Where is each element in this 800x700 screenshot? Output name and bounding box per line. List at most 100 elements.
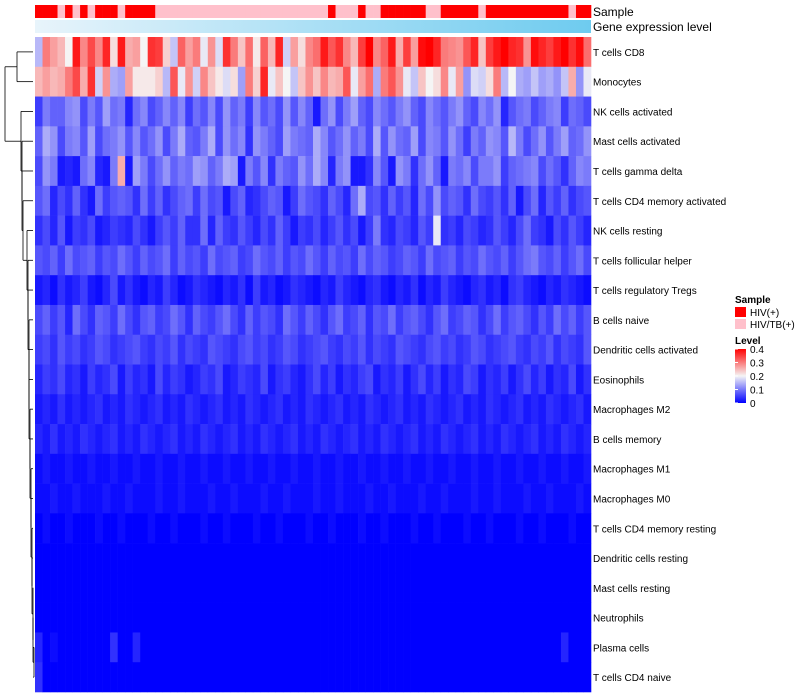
heatmap-cell xyxy=(380,424,389,455)
heatmap-cell xyxy=(568,215,577,246)
heatmap-cell xyxy=(35,245,43,276)
heatmap-cell xyxy=(170,66,179,97)
heatmap-cell xyxy=(155,156,164,187)
heatmap-cell xyxy=(545,156,554,187)
heatmap-cell xyxy=(42,453,51,484)
heatmap-cell xyxy=(95,126,103,157)
heatmap-cell xyxy=(252,275,261,306)
heatmap-cell xyxy=(433,185,442,216)
sample-annotation-cell xyxy=(350,5,359,18)
heatmap-cell xyxy=(245,215,254,246)
heatmap-cell xyxy=(530,602,539,633)
heatmap-cell xyxy=(575,37,584,68)
heatmap-cell xyxy=(260,185,269,216)
heatmap-cell xyxy=(65,245,73,276)
heatmap-cell xyxy=(237,215,246,246)
heatmap-cell xyxy=(463,66,472,97)
heatmap-cell xyxy=(583,245,592,276)
heatmap-cell xyxy=(170,156,179,187)
heatmap-cell xyxy=(568,126,577,157)
heatmap-cell xyxy=(35,96,43,127)
heatmap-cell xyxy=(410,304,419,336)
heatmap-cell xyxy=(478,483,487,514)
heatmap-cell xyxy=(410,364,419,395)
sample-annotation-cell xyxy=(530,5,539,18)
heatmap-cell xyxy=(343,572,351,603)
heatmap-cell xyxy=(485,602,494,633)
heatmap-cell xyxy=(380,543,389,574)
heatmap-cell xyxy=(515,424,524,455)
heatmap-cell xyxy=(403,156,411,187)
heatmap-cell xyxy=(365,66,374,97)
heatmap-cell xyxy=(365,364,374,395)
heatmap-cell xyxy=(568,334,577,365)
heatmap-cell xyxy=(290,424,299,455)
heatmap-cell xyxy=(267,37,276,68)
heatmap-cell xyxy=(343,156,351,187)
heatmap-cell xyxy=(50,662,58,693)
heatmap-cell xyxy=(252,215,261,246)
heatmap-cell xyxy=(545,215,554,246)
heatmap-cell xyxy=(162,245,171,276)
heatmap-cell xyxy=(328,453,336,484)
heatmap-cell xyxy=(95,543,103,574)
heatmap-cell xyxy=(207,513,216,544)
heatmap-cell xyxy=(252,513,261,544)
heatmap-cell xyxy=(252,304,261,336)
heatmap-cell xyxy=(275,572,284,603)
heatmap-cell xyxy=(207,394,216,425)
sample-annotation-cell xyxy=(508,5,517,18)
heatmap-cell xyxy=(110,275,118,306)
heatmap-cell xyxy=(560,662,569,693)
heatmap-cell xyxy=(245,37,254,68)
heatmap-cell xyxy=(185,483,194,514)
heatmap-cell xyxy=(35,304,43,336)
heatmap-cell xyxy=(110,364,118,395)
heatmap-cell xyxy=(215,364,224,395)
heatmap-cell xyxy=(170,245,179,276)
heatmap-cell xyxy=(200,662,209,693)
heatmap-cell xyxy=(575,334,584,365)
heatmap-cell xyxy=(500,483,509,514)
heatmap-cell xyxy=(260,275,269,306)
heatmap-cell xyxy=(350,156,359,187)
heatmap-cell xyxy=(170,275,179,306)
heatmap-cell xyxy=(245,334,254,365)
heatmap-cell xyxy=(485,37,494,68)
heatmap-cell xyxy=(485,245,494,276)
sample-annotation-bar xyxy=(35,5,592,18)
heatmap-cell xyxy=(470,334,479,365)
heatmap-cell xyxy=(297,662,306,693)
heatmap-cell xyxy=(373,245,381,276)
heatmap-cell xyxy=(583,632,592,663)
heatmap-cell xyxy=(282,394,291,425)
heatmap-cell xyxy=(395,632,404,663)
heatmap-cell xyxy=(365,245,374,276)
heatmap-cell xyxy=(313,156,321,187)
heatmap-cell xyxy=(388,66,396,97)
heatmap-cell xyxy=(147,483,156,514)
heatmap-cell xyxy=(117,215,126,246)
heatmap-cell xyxy=(50,185,58,216)
heatmap-cell xyxy=(207,215,216,246)
heatmap-cell xyxy=(177,424,186,455)
heatmap-cell xyxy=(177,513,186,544)
heatmap-cell xyxy=(455,572,464,603)
heatmap-cell xyxy=(343,215,351,246)
heatmap-cell xyxy=(267,424,276,455)
heatmap-cell xyxy=(87,543,96,574)
heatmap-cell xyxy=(320,543,329,574)
heatmap-cell xyxy=(297,334,306,365)
heatmap-cell xyxy=(237,453,246,484)
heatmap-cell xyxy=(350,185,359,216)
heatmap-cell xyxy=(155,632,164,663)
heatmap-cell xyxy=(215,245,224,276)
heatmap-cell xyxy=(463,602,472,633)
heatmap-cell xyxy=(560,513,569,544)
heatmap-cell xyxy=(207,424,216,455)
heatmap-cell xyxy=(117,304,126,336)
heatmap-cell xyxy=(455,245,464,276)
heatmap-cell xyxy=(433,602,442,633)
heatmap-cell xyxy=(305,126,314,157)
heatmap-cell xyxy=(200,572,209,603)
